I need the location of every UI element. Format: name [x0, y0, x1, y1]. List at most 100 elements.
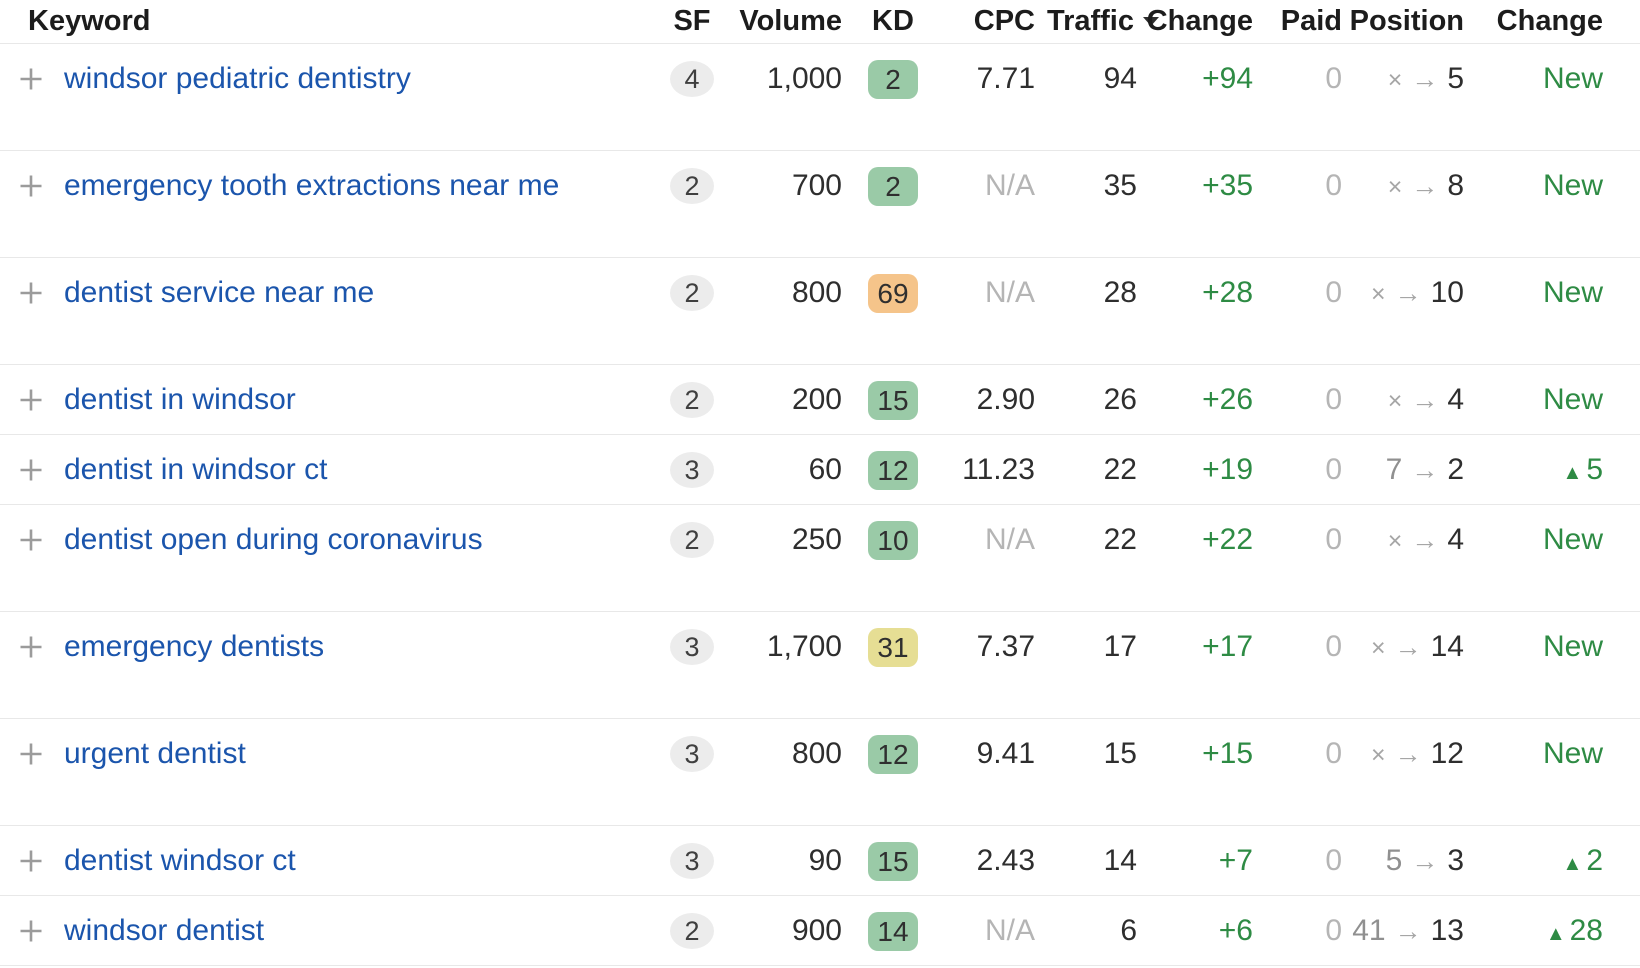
- keyword-cell: dentist windsor ct: [64, 826, 645, 880]
- sf-cell: 2: [645, 896, 739, 950]
- position-new-value: 4: [1447, 383, 1464, 416]
- position-new-value: 2: [1447, 453, 1464, 486]
- traffic-change-value: +26: [1202, 383, 1253, 416]
- col-header-volume[interactable]: Volume: [739, 5, 842, 37]
- keyword-link[interactable]: dentist in windsor: [64, 383, 296, 416]
- col-header-kd[interactable]: KD: [872, 5, 914, 37]
- sf-cell: 2: [645, 258, 739, 312]
- sf-badge[interactable]: 2: [670, 913, 714, 949]
- kd-cell: 15: [842, 365, 944, 420]
- add-keyword-icon[interactable]: [18, 173, 44, 199]
- keyword-link[interactable]: emergency tooth extractions near me: [64, 169, 560, 202]
- sf-badge[interactable]: 3: [670, 629, 714, 665]
- position-change-value: 5: [1586, 453, 1603, 486]
- position-change-value: New: [1542, 62, 1603, 95]
- keyword-cell: dentist in windsor ct: [64, 435, 645, 489]
- arrow-right-icon: →: [1411, 525, 1439, 555]
- sf-badge[interactable]: 3: [670, 736, 714, 772]
- col-header-keyword[interactable]: Keyword: [28, 5, 151, 37]
- keyword-link[interactable]: windsor pediatric dentistry: [64, 62, 411, 95]
- kd-badge: 15: [868, 381, 918, 420]
- position-change-value: New: [1542, 383, 1603, 416]
- keyword-link[interactable]: dentist service near me: [64, 276, 375, 309]
- sf-badge[interactable]: 2: [670, 382, 714, 418]
- position-cell: 7 → 2: [1342, 435, 1464, 489]
- keyword-cell: windsor pediatric dentistry: [64, 44, 645, 98]
- cpc-value: N/A: [984, 523, 1035, 556]
- traffic-change-value: +28: [1202, 276, 1253, 309]
- add-keyword-icon[interactable]: [18, 634, 44, 660]
- sf-cell: 3: [645, 612, 739, 666]
- col-header-cpc[interactable]: CPC: [973, 5, 1035, 37]
- sf-badge[interactable]: 2: [670, 275, 714, 311]
- kd-badge: 10: [868, 521, 918, 560]
- add-keyword-icon[interactable]: [18, 918, 44, 944]
- add-keyword-icon[interactable]: [18, 387, 44, 413]
- traffic-value: 6: [1120, 914, 1137, 947]
- col-header-position-change[interactable]: Change: [1496, 5, 1603, 37]
- arrow-right-icon: →: [1411, 455, 1439, 485]
- cpc-value: 7.37: [976, 630, 1035, 663]
- position-new-value: 3: [1447, 844, 1464, 877]
- col-header-paid[interactable]: Paid: [1280, 5, 1342, 37]
- position-old-value: 7: [1385, 453, 1403, 486]
- traffic-change-value: +19: [1202, 453, 1253, 486]
- position-new-value: 5: [1447, 62, 1464, 95]
- expand-cell: [0, 826, 64, 874]
- position-old-value: ×: [1387, 66, 1403, 94]
- col-header-sf[interactable]: SF: [673, 5, 711, 37]
- cpc-value: 2.90: [976, 383, 1035, 416]
- add-keyword-icon[interactable]: [18, 741, 44, 767]
- keyword-cell: dentist in windsor: [64, 365, 645, 419]
- keyword-link[interactable]: dentist open during coronavirus: [64, 523, 483, 556]
- sf-badge[interactable]: 3: [670, 843, 714, 879]
- paid-value: 0: [1325, 630, 1342, 663]
- arrow-right-icon: →: [1394, 278, 1422, 308]
- col-header-traffic[interactable]: Traffic: [1035, 5, 1159, 38]
- cpc-value: 7.71: [976, 62, 1035, 95]
- up-arrow-icon: ▲: [1562, 853, 1583, 875]
- keyword-link[interactable]: windsor dentist: [64, 914, 265, 947]
- volume-value: 1,700: [766, 630, 842, 663]
- table-row: emergency tooth extractions near me 2 70…: [0, 151, 1640, 258]
- traffic-change-value: +7: [1218, 844, 1253, 877]
- add-keyword-icon[interactable]: [18, 457, 44, 483]
- keyword-link[interactable]: urgent dentist: [64, 737, 246, 770]
- keyword-link[interactable]: dentist windsor ct: [64, 844, 296, 877]
- col-header-position[interactable]: Position: [1349, 5, 1464, 37]
- sf-badge[interactable]: 2: [670, 522, 714, 558]
- sf-badge[interactable]: 2: [670, 168, 714, 204]
- table-row: dentist in windsor 2 200 15 2.90 26 +26 …: [0, 365, 1640, 435]
- cpc-value: 9.41: [976, 737, 1035, 770]
- traffic-value: 94: [1103, 62, 1137, 95]
- kd-badge: 2: [868, 60, 918, 99]
- sf-cell: 3: [645, 435, 739, 489]
- keyword-link[interactable]: emergency dentists: [64, 630, 325, 663]
- kd-badge: 14: [868, 912, 918, 951]
- table-row: dentist service near me 2 800 69 N/A 28 …: [0, 258, 1640, 365]
- position-cell: × → 10: [1342, 258, 1464, 313]
- volume-value: 900: [791, 914, 842, 947]
- paid-value: 0: [1325, 914, 1342, 947]
- position-old-value: ×: [1371, 634, 1386, 662]
- position-change-cell: ▲New: [1464, 365, 1603, 419]
- position-cell: × → 12: [1342, 719, 1464, 774]
- paid-value: 0: [1325, 523, 1342, 556]
- add-keyword-icon[interactable]: [18, 280, 44, 306]
- table-row: windsor dentist 2 900 14 N/A 6 +6 0 41 → 1…: [0, 896, 1640, 966]
- position-change-cell: ▲New: [1464, 151, 1603, 205]
- add-keyword-icon[interactable]: [18, 848, 44, 874]
- kd-badge: 12: [868, 735, 918, 774]
- sf-cell: 3: [645, 719, 739, 773]
- add-keyword-icon[interactable]: [18, 527, 44, 553]
- col-header-traffic-change[interactable]: Change: [1146, 5, 1253, 37]
- sf-badge[interactable]: 4: [670, 61, 714, 97]
- sf-cell: 4: [645, 44, 739, 98]
- position-change-cell: ▲New: [1464, 719, 1603, 773]
- arrow-right-icon: →: [1411, 846, 1439, 876]
- arrow-right-icon: →: [1411, 171, 1439, 201]
- sf-badge[interactable]: 3: [670, 452, 714, 488]
- add-keyword-icon[interactable]: [18, 66, 44, 92]
- position-old-value: ×: [1371, 280, 1386, 308]
- keyword-link[interactable]: dentist in windsor ct: [64, 453, 328, 486]
